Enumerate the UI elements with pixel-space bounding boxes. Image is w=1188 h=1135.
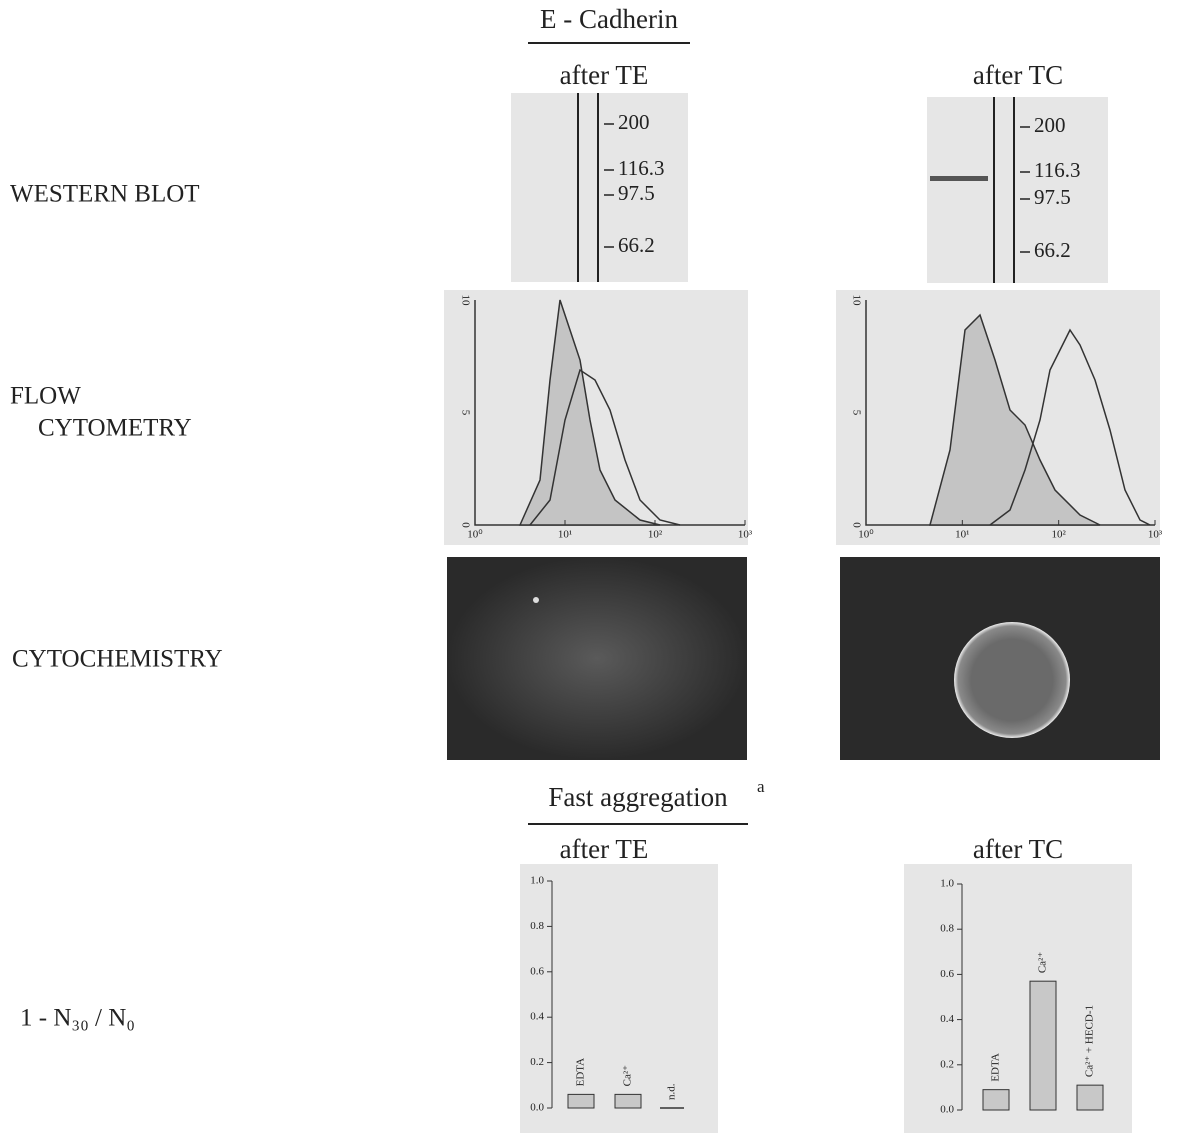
bar <box>982 1089 1010 1111</box>
bar <box>1029 980 1057 1111</box>
y-tick-label: 0.4 <box>940 1013 954 1025</box>
y-tick-label: 0 <box>459 522 471 528</box>
flow-histogram <box>518 299 661 526</box>
x-tick-label: 10¹ <box>955 529 969 541</box>
x-tick-label: 10² <box>1052 529 1067 541</box>
column-label: after TE <box>560 60 649 90</box>
bar <box>567 1093 595 1109</box>
y-tick-label: 10 <box>850 295 862 307</box>
y-tick-label: 1.0 <box>530 875 544 887</box>
y-tick-label: 0.6 <box>530 965 544 977</box>
y-tick-label: 0.8 <box>940 923 954 935</box>
row-label: FLOW <box>10 383 81 410</box>
marker-label: 97.5 <box>1034 185 1071 209</box>
marker-label: 116.3 <box>618 156 664 180</box>
y-tick-label: 0.6 <box>940 968 954 980</box>
marker-label: 66.2 <box>618 233 655 257</box>
marker-label: 200 <box>1034 113 1066 137</box>
category-label: n.d. <box>666 1083 678 1100</box>
footnote-mark: a <box>757 777 765 796</box>
spot <box>533 597 539 603</box>
y-tick-label: 0.0 <box>940 1104 954 1116</box>
row-label: CYTOMETRY <box>38 415 192 442</box>
x-tick-label: 10³ <box>1148 529 1163 541</box>
y-tick-label: 10 <box>459 295 471 307</box>
y-tick-label: 0.2 <box>530 1056 544 1068</box>
cell <box>954 622 1070 738</box>
flow-histogram <box>529 368 681 526</box>
row-label: CYTOCHEMISTRY <box>12 646 223 673</box>
category-label: Ca²⁺ <box>622 1065 634 1087</box>
section-title: Fast aggregation <box>548 782 728 812</box>
marker-label: 200 <box>618 110 650 134</box>
marker-label: 116.3 <box>1034 158 1080 182</box>
y-tick-label: 0.8 <box>530 920 544 932</box>
category-label: Ca²⁺ + HECD-1 <box>1084 1005 1096 1077</box>
x-tick-label: 10¹ <box>558 529 572 541</box>
y-tick-label: 0.2 <box>940 1058 954 1070</box>
column-label: after TE <box>560 834 649 864</box>
y-tick-label: 5 <box>459 410 471 416</box>
marker-label: 66.2 <box>1034 238 1071 262</box>
bar <box>1076 1084 1104 1111</box>
blot-band <box>930 176 988 181</box>
flow-histogram <box>989 328 1151 526</box>
y-tick-label: 0.4 <box>530 1011 544 1023</box>
column-label: after TC <box>973 834 1063 864</box>
blot-panel <box>927 97 1108 283</box>
micrograph <box>447 557 747 760</box>
category-label: Ca²⁺ <box>1037 952 1049 974</box>
category-label: EDTA <box>990 1053 1002 1082</box>
flow-histogram <box>929 313 1101 526</box>
y-tick-label: 0.0 <box>530 1102 544 1114</box>
y-tick-label: 5 <box>850 410 862 416</box>
column-label: after TC <box>973 60 1063 90</box>
x-tick-label: 10² <box>648 529 663 541</box>
row-label: 1 - N₃₀ / N₀ <box>20 1005 135 1032</box>
row-label: WESTERN BLOT <box>10 181 200 208</box>
chart-panel <box>520 864 718 1133</box>
bar <box>614 1093 642 1109</box>
x-tick-label: 10⁰ <box>858 529 874 541</box>
y-tick-label: 0 <box>850 522 862 528</box>
x-tick-label: 10³ <box>738 529 753 541</box>
marker-label: 97.5 <box>618 181 655 205</box>
y-tick-label: 1.0 <box>940 878 954 890</box>
blot-panel <box>511 93 688 282</box>
category-label: EDTA <box>575 1058 587 1087</box>
x-tick-label: 10⁰ <box>467 529 483 541</box>
section-title: E - Cadherin <box>540 4 678 34</box>
